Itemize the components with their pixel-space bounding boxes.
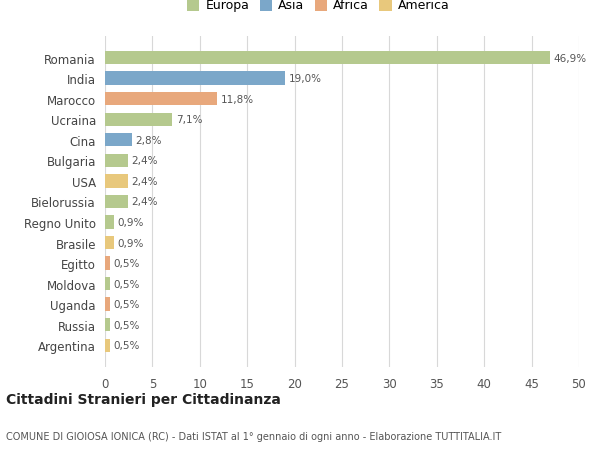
Text: Cittadini Stranieri per Cittadinanza: Cittadini Stranieri per Cittadinanza xyxy=(6,392,281,406)
Text: 11,8%: 11,8% xyxy=(221,95,254,104)
Text: 46,9%: 46,9% xyxy=(553,53,587,63)
Text: 7,1%: 7,1% xyxy=(176,115,203,125)
Text: 0,5%: 0,5% xyxy=(113,279,140,289)
Text: 0,5%: 0,5% xyxy=(113,258,140,269)
Text: 0,5%: 0,5% xyxy=(113,320,140,330)
Bar xyxy=(105,319,110,332)
Bar xyxy=(105,257,110,270)
Bar xyxy=(105,175,128,188)
Bar xyxy=(105,93,217,106)
Bar xyxy=(105,154,128,168)
Bar xyxy=(105,339,110,352)
Text: COMUNE DI GIOIOSA IONICA (RC) - Dati ISTAT al 1° gennaio di ogni anno - Elaboraz: COMUNE DI GIOIOSA IONICA (RC) - Dati IST… xyxy=(6,431,501,441)
Text: 0,5%: 0,5% xyxy=(113,341,140,351)
Text: 0,9%: 0,9% xyxy=(118,218,143,228)
Bar xyxy=(105,195,128,209)
Legend: Europa, Asia, Africa, America: Europa, Asia, Africa, America xyxy=(184,0,452,15)
Text: 0,5%: 0,5% xyxy=(113,300,140,309)
Bar xyxy=(105,113,172,127)
Bar xyxy=(105,236,113,250)
Text: 19,0%: 19,0% xyxy=(289,74,322,84)
Bar xyxy=(105,216,113,229)
Text: 2,4%: 2,4% xyxy=(131,197,158,207)
Text: 2,8%: 2,8% xyxy=(136,135,162,146)
Bar xyxy=(105,72,285,85)
Bar xyxy=(105,298,110,311)
Text: 2,4%: 2,4% xyxy=(131,176,158,186)
Bar xyxy=(105,277,110,291)
Bar xyxy=(105,52,550,65)
Text: 0,9%: 0,9% xyxy=(118,238,143,248)
Text: 2,4%: 2,4% xyxy=(131,156,158,166)
Bar xyxy=(105,134,131,147)
